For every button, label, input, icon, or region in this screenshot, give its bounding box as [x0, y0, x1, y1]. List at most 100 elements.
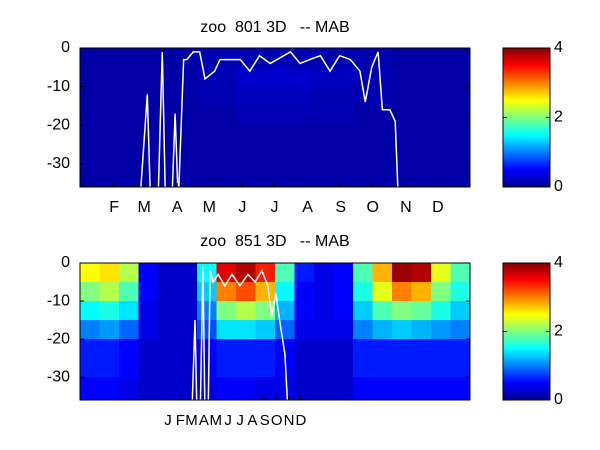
- x-tick-label: A: [247, 412, 257, 429]
- heat-cell: [353, 105, 393, 126]
- heat-cell: [197, 163, 237, 187]
- heat-cell: [158, 339, 178, 378]
- heat-cell: [392, 282, 412, 302]
- heat-cell: [431, 67, 470, 88]
- heat-cell: [216, 377, 237, 400]
- heat-cell: [392, 377, 412, 400]
- heat-cell: [119, 282, 139, 302]
- profile-line: [140, 50, 399, 187]
- axes-frame: [79, 47, 471, 188]
- heat-cell: [392, 263, 412, 283]
- heat-cell: [236, 86, 276, 107]
- heat-cell: [275, 67, 315, 88]
- heat-cell: [372, 377, 393, 400]
- heat-cell: [216, 339, 237, 378]
- x-tick-label: D: [432, 199, 444, 216]
- heat-cell: [275, 125, 315, 165]
- heat-cell: [431, 320, 451, 340]
- x-tick-label: D: [296, 412, 307, 429]
- heat-cell: [177, 263, 198, 283]
- heat-cell: [275, 377, 295, 400]
- heat-cell: [216, 263, 237, 283]
- x-tick-label: J: [238, 199, 246, 216]
- heat-cell: [197, 48, 237, 68]
- heat-cell: [158, 282, 178, 302]
- heat-cell: [119, 163, 159, 187]
- heat-cell: [255, 263, 276, 283]
- heat-cell: [294, 282, 315, 302]
- heat-cell: [372, 282, 393, 302]
- heat-cell: [333, 339, 354, 378]
- heat-cell: [411, 263, 432, 283]
- heat-cell: [158, 320, 178, 340]
- heat-cell: [138, 301, 159, 321]
- heat-cell: [197, 301, 217, 321]
- y-tick-label: 0: [61, 39, 70, 56]
- heat-cell: [236, 125, 276, 165]
- heat-cell: [431, 263, 451, 283]
- heat-cell: [158, 67, 198, 88]
- heat-cell: [80, 67, 120, 88]
- heat-cell: [353, 125, 393, 165]
- colorbar-tick-label: 2: [554, 109, 563, 126]
- heat-cell: [353, 320, 373, 340]
- heat-cell: [119, 301, 139, 321]
- heat-cell: [314, 320, 334, 340]
- profile-line: [191, 266, 289, 400]
- x-tick-label: J: [224, 412, 231, 429]
- heat-cell: [138, 339, 159, 378]
- heat-cell: [353, 282, 373, 302]
- x-tick-label: O: [271, 412, 282, 429]
- heat-cell: [314, 301, 334, 321]
- heat-cell: [119, 48, 159, 68]
- heat-cell: [80, 163, 120, 187]
- heat-cell: [275, 282, 295, 302]
- heat-cell: [138, 282, 159, 302]
- y-tick-label: -30: [47, 155, 70, 172]
- heat-cell: [197, 377, 217, 400]
- heat-cell: [99, 282, 120, 302]
- heat-cell: [392, 86, 432, 107]
- heat-cell: [294, 301, 315, 321]
- heat-cell: [275, 263, 295, 283]
- heat-cell: [119, 339, 139, 378]
- heat-cell: [450, 339, 470, 378]
- heat-cell: [158, 263, 178, 283]
- heat-cell: [294, 377, 315, 400]
- heat-cell: [99, 320, 120, 340]
- plot-area: [80, 263, 470, 400]
- x-tick-label: J: [236, 412, 243, 429]
- heat-cell: [119, 105, 159, 126]
- heat-cell: [314, 163, 354, 187]
- heat-cell: [431, 105, 470, 126]
- heat-cell: [197, 320, 217, 340]
- y-tick-label: -10: [47, 292, 70, 309]
- x-tick-label: N: [284, 412, 294, 429]
- heat-cell: [275, 86, 315, 107]
- heat-cell: [314, 263, 334, 283]
- y-tick-label: -10: [47, 78, 70, 95]
- heat-cell: [255, 339, 276, 378]
- heat-cell: [333, 320, 354, 340]
- x-tick-label: M: [137, 199, 150, 216]
- colorbar-tick-label: 2: [554, 323, 563, 340]
- heat-cell: [158, 86, 198, 107]
- colorbar: [502, 262, 551, 401]
- heat-cell: [255, 377, 276, 400]
- x-tick-label: J: [270, 199, 278, 216]
- heat-cell: [353, 263, 373, 283]
- heat-cell: [158, 377, 178, 400]
- heat-cell: [431, 377, 451, 400]
- heat-cell: [431, 163, 470, 187]
- heat-cell: [99, 377, 120, 400]
- heat-cell: [333, 301, 354, 321]
- x-tick-label: F: [109, 199, 119, 216]
- heat-cell: [255, 320, 276, 340]
- chart-title: zoo 801 3D -- MAB: [200, 19, 349, 36]
- heat-cell: [158, 48, 198, 68]
- heat-cell: [372, 339, 393, 378]
- heat-cell: [411, 301, 432, 321]
- heat-cell: [333, 377, 354, 400]
- heat-cell: [431, 125, 470, 165]
- heat-cell: [197, 282, 217, 302]
